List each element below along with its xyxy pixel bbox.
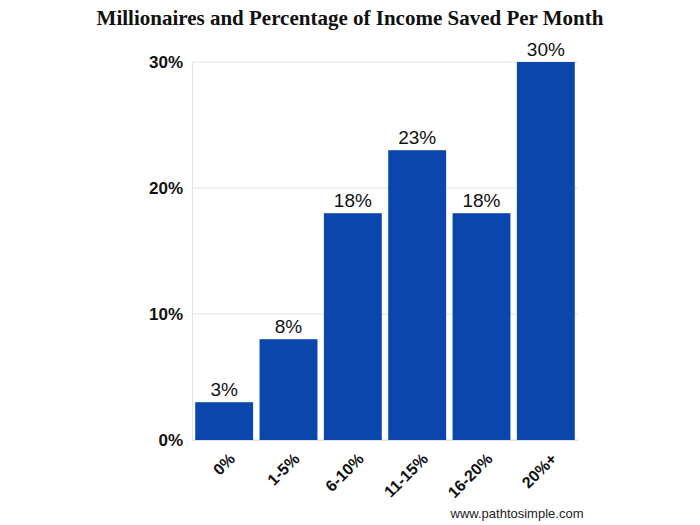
grid bbox=[192, 62, 578, 440]
bars bbox=[195, 62, 575, 440]
chart: Millionaires and Percentage of Income Sa… bbox=[0, 0, 700, 525]
bar bbox=[260, 339, 318, 440]
x-tick-label: 11-15% bbox=[381, 450, 431, 500]
bar bbox=[453, 213, 511, 440]
data-labels: 3% 8% 18% 23% 18% 30% bbox=[210, 39, 565, 400]
y-tick: 10% bbox=[149, 305, 192, 324]
y-axis: 0% 10% 20% 30% bbox=[149, 53, 193, 450]
x-tick: 0% bbox=[210, 440, 238, 478]
x-axis: 0% 1-5% 6-10% 11-15% 16-20% 20%+ bbox=[193, 440, 579, 501]
x-tick-label: 20%+ bbox=[519, 450, 560, 491]
y-tick: 0% bbox=[158, 431, 192, 450]
annotation: www.pathtosimple.com bbox=[450, 506, 584, 521]
y-tick-label: 10% bbox=[149, 305, 183, 324]
x-tick-label: 0% bbox=[210, 450, 238, 478]
x-tick: 1-5% bbox=[264, 440, 302, 488]
data-label: 18% bbox=[462, 190, 500, 211]
data-label: 8% bbox=[275, 316, 303, 337]
bar bbox=[388, 150, 446, 440]
y-axis-line bbox=[192, 63, 193, 441]
y-tick-label: 20% bbox=[149, 179, 183, 198]
bar bbox=[324, 213, 382, 440]
title: Millionaires and Percentage of Income Sa… bbox=[97, 6, 604, 30]
x-tick-label: 1-5% bbox=[264, 450, 302, 488]
bar bbox=[195, 402, 253, 440]
x-axis-line bbox=[193, 440, 579, 441]
data-label: 18% bbox=[334, 190, 372, 211]
data-label: 30% bbox=[527, 39, 565, 60]
bar bbox=[517, 62, 575, 440]
data-label: 23% bbox=[398, 127, 436, 148]
x-tick-label: 6-10% bbox=[322, 450, 367, 495]
x-tick: 16-20% bbox=[445, 440, 496, 501]
x-tick-label: 16-20% bbox=[445, 450, 496, 501]
x-tick: 20%+ bbox=[519, 440, 560, 491]
x-tick: 6-10% bbox=[322, 440, 367, 495]
y-tick: 20% bbox=[149, 179, 192, 198]
x-tick: 11-15% bbox=[381, 440, 431, 500]
y-tick-label: 0% bbox=[158, 431, 183, 450]
data-label: 3% bbox=[210, 379, 238, 400]
y-tick-label: 30% bbox=[149, 53, 183, 72]
y-tick: 30% bbox=[149, 53, 192, 72]
